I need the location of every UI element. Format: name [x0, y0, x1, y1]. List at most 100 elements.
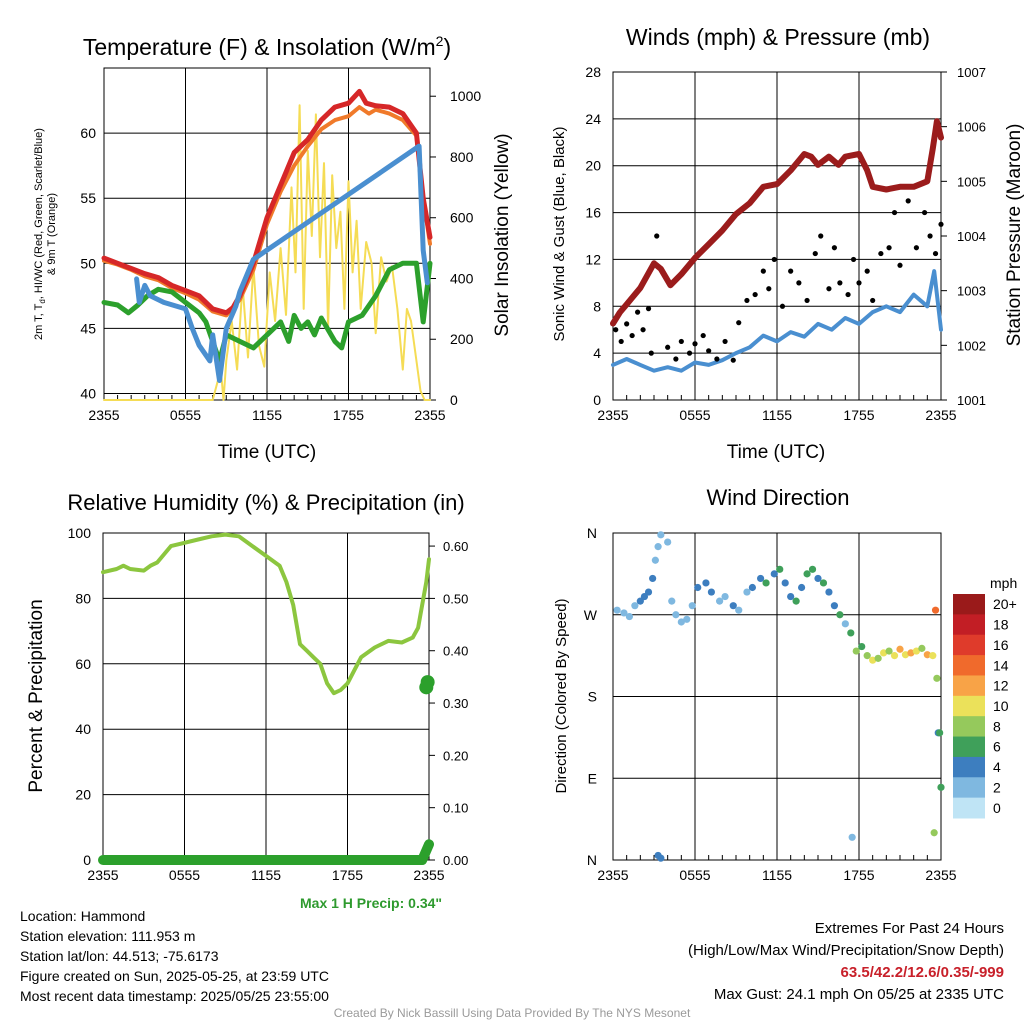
winds-ytick-label: 20: [585, 158, 601, 174]
gust-point: [845, 291, 851, 298]
gust-point: [891, 209, 898, 216]
precip-hour-point: [420, 675, 435, 690]
humidity-xtick-label: 1155: [251, 867, 281, 883]
wind-direction-point: [657, 854, 665, 862]
wind-direction-point: [814, 574, 822, 583]
colorbar-swatch: [953, 716, 985, 738]
colorbar-label: 8: [993, 718, 1001, 734]
wind-direction-point: [702, 579, 710, 587]
winds-ytick-label: 28: [585, 64, 601, 80]
wind-direction-xtick-label: 0555: [679, 867, 710, 883]
colorbar-swatch: [953, 675, 985, 697]
temperature-ylabel-left-line2: & 9m T (Orange): [46, 193, 58, 275]
humidity-xtick-label: 1755: [332, 867, 363, 883]
precip-ytick-label: 0.30: [443, 696, 468, 711]
wind-direction-point: [808, 565, 817, 573]
wind-direction-point: [651, 556, 659, 564]
gust-point: [648, 350, 654, 356]
winds-xtick-label: 2355: [597, 407, 628, 423]
extremes-values: 63.5/42.2/12.6/0.35/-999: [840, 964, 1004, 981]
wind-direction-point: [937, 783, 945, 791]
wind-direction-point: [620, 609, 628, 617]
wind-direction-ytick-label: W: [584, 607, 598, 623]
temperature-ylabel-left: 2m T, Td, HI/WC (Red, Green, Scarlet/Blu…: [33, 128, 47, 340]
wind-direction-point: [743, 588, 751, 596]
wind-direction-point: [729, 602, 737, 610]
precip-ytick-label: 0.50: [443, 591, 468, 606]
temperature-panel: Temperature (F) & Insolation (W/m2) Time…: [33, 33, 513, 463]
gust-point: [752, 291, 758, 298]
winds-xtick-label: 2355: [925, 407, 956, 423]
winds-ylabel-left: Sonic Wind & Gust (Blue, Black): [551, 126, 568, 341]
precip-ytick-label: 0.10: [443, 801, 468, 816]
gust-point: [905, 198, 911, 204]
wind-direction-point: [657, 531, 665, 539]
precipitation-line: [98, 839, 434, 865]
colorbar-swatch: [953, 594, 985, 615]
wind-direction-ytick-label: E: [588, 770, 597, 786]
humidity-ytick-label: 40: [75, 721, 91, 737]
colorbar-swatch: [953, 756, 985, 778]
colorbar-label: 6: [993, 739, 1001, 755]
gust-point: [665, 344, 671, 350]
humidity-ytick-label: 80: [75, 590, 91, 606]
gust-point: [692, 341, 698, 347]
temperature-series-blue: [134, 143, 430, 383]
wind-direction-point: [654, 543, 662, 551]
wind-direction-point: [770, 570, 778, 578]
extremes-title: Extremes For Past 24 Hours: [814, 920, 1004, 937]
wind-direction-panel: Wind Direction Direction (Colored By Spe…: [553, 485, 1017, 883]
wind-direction-point: [880, 649, 888, 657]
humidity-ytick-label: 0: [83, 852, 91, 868]
insolation-ytick-label: 600: [450, 210, 474, 226]
colorbar-label: 12: [993, 678, 1009, 694]
wind-direction-point: [869, 656, 877, 664]
gust-point: [736, 320, 742, 326]
winds-ytick-label: 12: [585, 251, 601, 267]
temperature-xtick-label: 0555: [170, 407, 201, 423]
gust-point: [818, 233, 824, 239]
gust-point: [870, 297, 876, 304]
gust-point: [812, 250, 818, 257]
wind-direction-point: [885, 647, 893, 655]
station-info: Location: Hammond Station elevation: 111…: [20, 906, 329, 1006]
wind-direction-point: [918, 644, 926, 652]
gust-point: [722, 338, 728, 345]
wind-direction-point: [716, 597, 724, 605]
colorbar-swatch: [953, 777, 985, 799]
extremes-box: Extremes For Past 24 Hours (High/Low/Max…: [688, 918, 1004, 1006]
gust-point: [744, 297, 750, 304]
wind-direction-ytick-label: S: [588, 689, 597, 705]
precip-ytick-label: 0.20: [443, 748, 468, 763]
wind-direction-ytick-label: N: [587, 852, 597, 868]
temperature-series-red: [101, 88, 433, 316]
pressure-ytick-label: 1001: [957, 393, 986, 408]
winds-ytick-label: 24: [585, 111, 601, 127]
wind-direction-point: [848, 833, 856, 841]
winds-xtick-label: 1755: [843, 407, 874, 423]
pressure-ytick-label: 1004: [957, 229, 986, 244]
gust-point: [788, 268, 794, 274]
colorbar-swatch: [953, 634, 985, 656]
elevation-text: Station elevation: 111.953 m: [20, 928, 196, 944]
wind-direction-point: [825, 588, 833, 596]
colorbar-label: 10: [993, 698, 1009, 714]
gust-point: [686, 350, 693, 356]
wind-direction-point: [787, 592, 795, 601]
wind-direction-point: [707, 588, 716, 596]
colorbar-unit: mph: [990, 575, 1017, 591]
humidity-ytick-label: 20: [75, 787, 91, 803]
wind-direction-point: [852, 647, 860, 655]
wind-direction-point: [625, 612, 634, 621]
wind-direction-point: [841, 620, 849, 628]
wind-direction-point: [613, 606, 621, 614]
precip-ytick-label: 0.60: [443, 539, 468, 554]
gust-point: [922, 209, 928, 216]
colorbar-label: 20+: [993, 596, 1017, 612]
gust-point: [678, 338, 684, 345]
wind-direction-point: [664, 538, 672, 546]
wind-direction-point: [649, 574, 657, 583]
gust-point: [864, 268, 870, 274]
humidity-xtick-label: 2355: [413, 867, 444, 883]
precip-ytick-label: 0.40: [443, 644, 468, 659]
